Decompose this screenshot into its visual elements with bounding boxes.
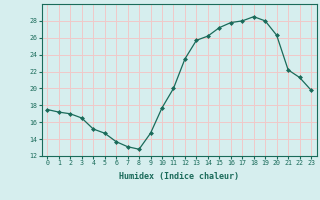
X-axis label: Humidex (Indice chaleur): Humidex (Indice chaleur) — [119, 172, 239, 181]
